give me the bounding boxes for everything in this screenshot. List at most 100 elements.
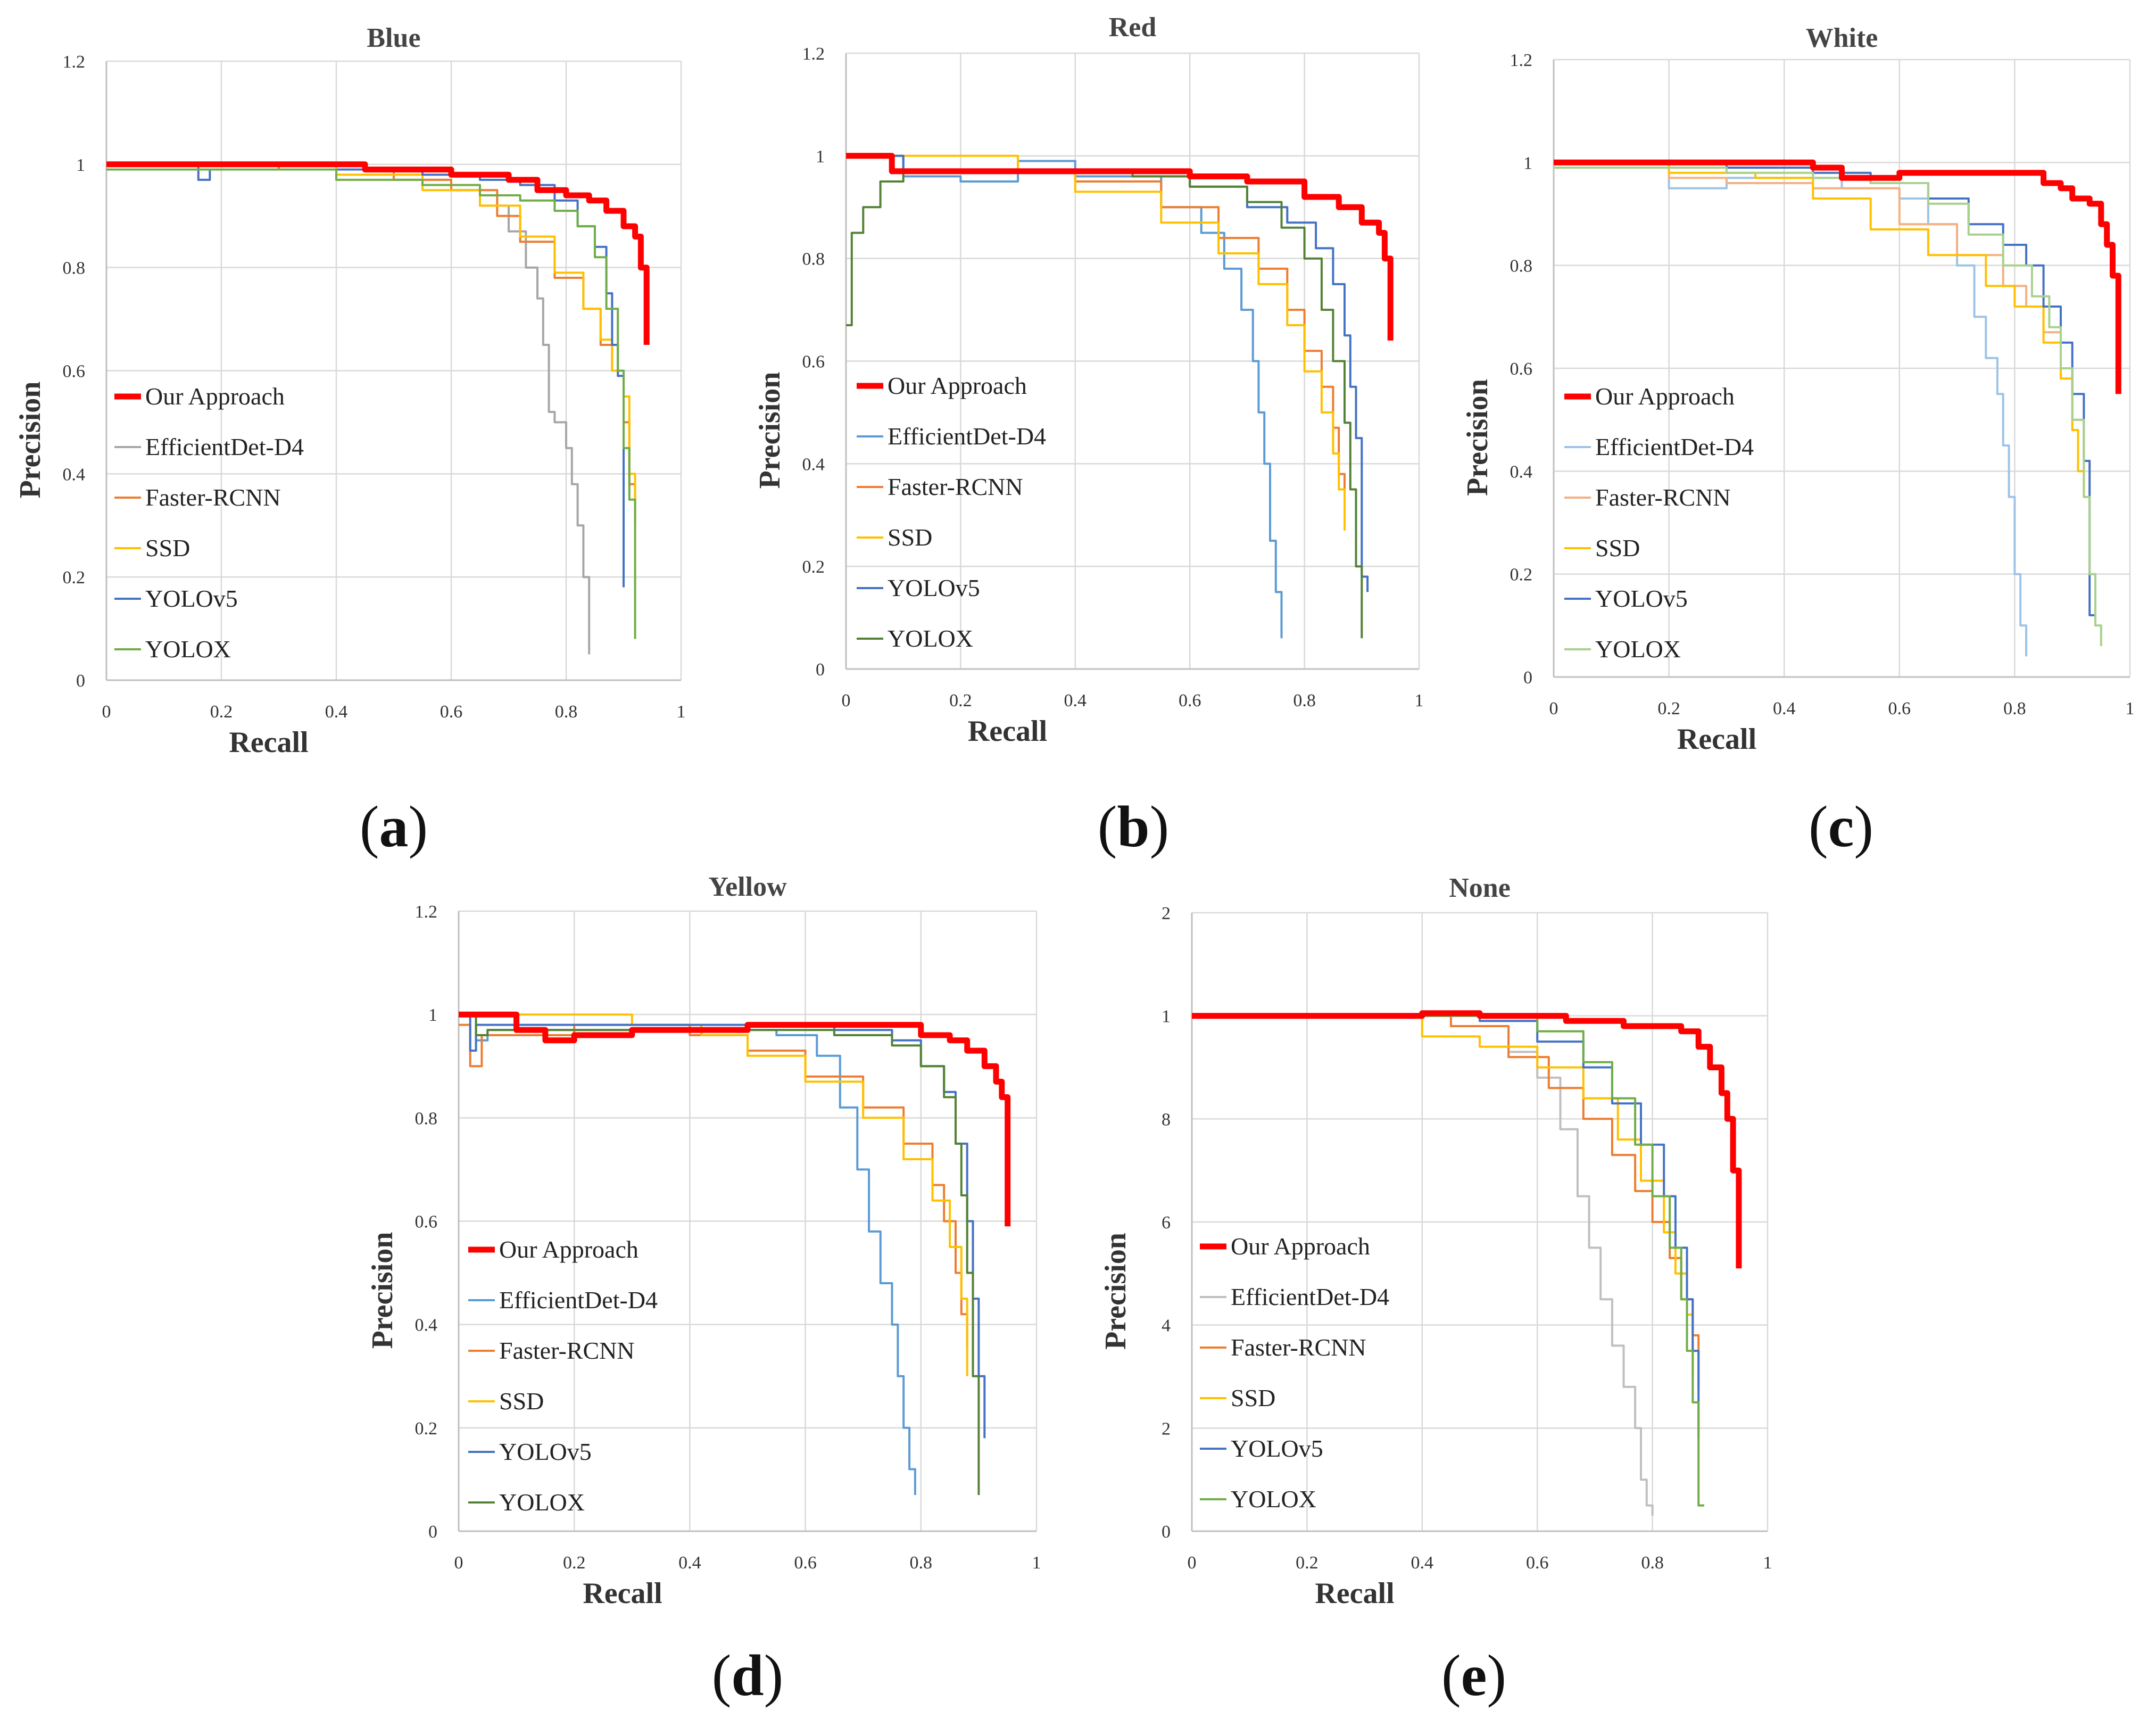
x-axis-label: Recall: [1677, 723, 1756, 756]
y-tick-label: 1.2: [802, 44, 825, 64]
legend-label-yolox: YOLOX: [145, 635, 231, 663]
legend-label-yolov5: YOLOv5: [145, 585, 238, 612]
chart-panel-c: 0 0.2 0.4 0.6 0.8 1 0 0.2 0.4 0.6 0.8 1 1.2 White Reca…: [1461, 23, 2135, 859]
x-tick-label: 0.8: [910, 1553, 933, 1573]
y-tick-label: 0.8: [63, 259, 86, 278]
chart-title: Yellow: [708, 872, 787, 902]
y-tick-label: 0.8: [1510, 257, 1533, 276]
y-tick-label: 8: [1162, 1110, 1171, 1129]
x-tick-label: 0: [102, 702, 111, 722]
series-line-yolox: [846, 170, 1363, 639]
series-line-yolox: [1192, 1014, 1704, 1507]
y-tick-label: 0.6: [802, 352, 825, 372]
y-axis-label: Precision: [1099, 1233, 1132, 1350]
legend-label-faster-rcnn: Faster-RCNN: [1595, 484, 1731, 511]
legend-label-yolov5: YOLOv5: [1595, 585, 1688, 612]
x-tick-label: 1: [2126, 699, 2135, 718]
x-tick-label: 0: [1549, 699, 1558, 718]
legend-label-our-approach: Our Approach: [499, 1236, 638, 1263]
y-tick-label: 2: [1162, 1419, 1171, 1439]
x-tick-label: 0.6: [440, 702, 463, 722]
panel-label: (c): [1809, 794, 1873, 859]
legend-label-yolox: YOLOX: [1231, 1485, 1316, 1513]
y-tick-label: 0.4: [802, 455, 825, 474]
y-tick-label: 0.6: [63, 362, 86, 382]
y-tick-label: 0: [1523, 668, 1532, 688]
y-tick-label: 0.4: [63, 465, 86, 484]
x-tick-label: 0.2: [210, 702, 233, 722]
legend-label-yolox: YOLOX: [499, 1489, 585, 1516]
x-tick-label: 0.2: [1296, 1553, 1319, 1573]
panel-label: (e): [1441, 1643, 1506, 1708]
y-tick-label: 1: [428, 1005, 437, 1025]
chart-panel-d: 0 0.2 0.4 0.6 0.8 1 0 0.2 0.4 0.6 0.8 1 1.2 Yellow Rec…: [366, 872, 1041, 1708]
y-tick-label: 0.6: [1510, 359, 1533, 379]
y-tick-label: 0: [76, 671, 85, 691]
y-tick-label: 0: [1162, 1522, 1171, 1542]
x-axis-label: Recall: [968, 715, 1047, 748]
legend-label-ssd: SSD: [499, 1387, 544, 1415]
x-tick-label: 0.4: [325, 702, 348, 722]
legend-label-our-approach: Our Approach: [888, 372, 1027, 399]
chart-panel-b: 0 0.2 0.4 0.6 0.8 1 0 0.2 0.4 0.6 0.8 1 1.2 Red Recall…: [753, 12, 1424, 859]
chart-title: Red: [1109, 12, 1157, 43]
y-tick-label: 0.2: [63, 568, 86, 588]
x-tick-label: 0: [842, 691, 851, 711]
legend-label-yolox: YOLOX: [888, 625, 973, 652]
series-line-our-approach: [1192, 1010, 1742, 1269]
legend-label-yolov5: YOLOv5: [1231, 1435, 1323, 1462]
x-tick-label: 0.6: [794, 1553, 817, 1573]
y-tick-label: 1: [76, 155, 85, 175]
y-tick-label: 6: [1162, 1213, 1171, 1233]
x-axis-label: Recall: [229, 726, 308, 759]
y-tick-label: 0.6: [415, 1212, 438, 1232]
legend-label-faster-rcnn: Faster-RCNN: [888, 473, 1023, 500]
y-tick-label: 1.2: [415, 902, 438, 922]
y-axis-label: Precision: [366, 1232, 399, 1349]
x-tick-label: 1: [1415, 691, 1424, 711]
legend-label-faster-rcnn: Faster-RCNN: [499, 1337, 635, 1364]
chart-title: None: [1449, 873, 1511, 903]
legend-label-efficientdet-d4: EfficientDet-D4: [145, 433, 304, 460]
legend-label-yolox: YOLOX: [1595, 635, 1681, 663]
y-tick-label: 0.4: [1510, 462, 1533, 482]
x-tick-label: 0.4: [1411, 1553, 1434, 1573]
chart-panel-a: 0 0.2 0.4 0.6 0.8 1 0 0.2 0.4 0.6 0.8 1 1.2 Blue Recal…: [14, 23, 686, 859]
y-tick-label: 0.8: [415, 1109, 438, 1128]
chart-panel-e: 0 0.2 0.4 0.6 0.8 1 0 2 4 6 8 1 2 None Recall Precision…: [1099, 873, 1772, 1708]
y-tick-label: 1.2: [63, 52, 86, 72]
x-tick-label: 0.8: [1641, 1553, 1664, 1573]
legend-label-yolov5: YOLOv5: [888, 574, 980, 601]
legend-label-our-approach: Our Approach: [145, 383, 285, 410]
series-line-faster-rcnn: [459, 1023, 968, 1351]
x-tick-label: 0.4: [1064, 691, 1087, 711]
x-tick-label: 1: [677, 702, 686, 722]
legend-label-our-approach: Our Approach: [1595, 383, 1735, 410]
series-line-ssd: [1554, 161, 2085, 497]
panel-label: (d): [712, 1643, 783, 1708]
y-tick-label: 0.2: [415, 1419, 438, 1439]
x-tick-label: 1: [1763, 1553, 1772, 1573]
x-tick-label: 0.2: [563, 1553, 586, 1573]
legend-label-ssd: SSD: [1595, 534, 1640, 561]
legend-label-faster-rcnn: Faster-RCNN: [145, 484, 281, 511]
legend-label-ssd: SSD: [1231, 1384, 1275, 1411]
y-axis-label: Precision: [1461, 379, 1494, 496]
x-tick-label: 0.8: [555, 702, 578, 722]
series-line-our-approach: [846, 153, 1394, 341]
chart-title: White: [1806, 23, 1878, 53]
x-tick-label: 0.6: [1179, 691, 1201, 711]
y-tick-label: 0: [428, 1522, 437, 1542]
legend-label-ssd: SSD: [888, 524, 932, 551]
x-tick-label: 0.2: [1657, 699, 1680, 718]
x-tick-label: 0: [454, 1553, 463, 1573]
x-tick-label: 0.4: [678, 1553, 701, 1573]
y-tick-label: 1: [816, 147, 825, 167]
x-tick-label: 0.8: [1293, 691, 1316, 711]
y-tick-label: 0.2: [1510, 565, 1533, 585]
series-line-efficientdet-d4: [846, 154, 1283, 639]
legend-label-our-approach: Our Approach: [1231, 1233, 1370, 1260]
y-axis-label: Precision: [753, 372, 786, 489]
panel-label: (a): [360, 794, 428, 859]
